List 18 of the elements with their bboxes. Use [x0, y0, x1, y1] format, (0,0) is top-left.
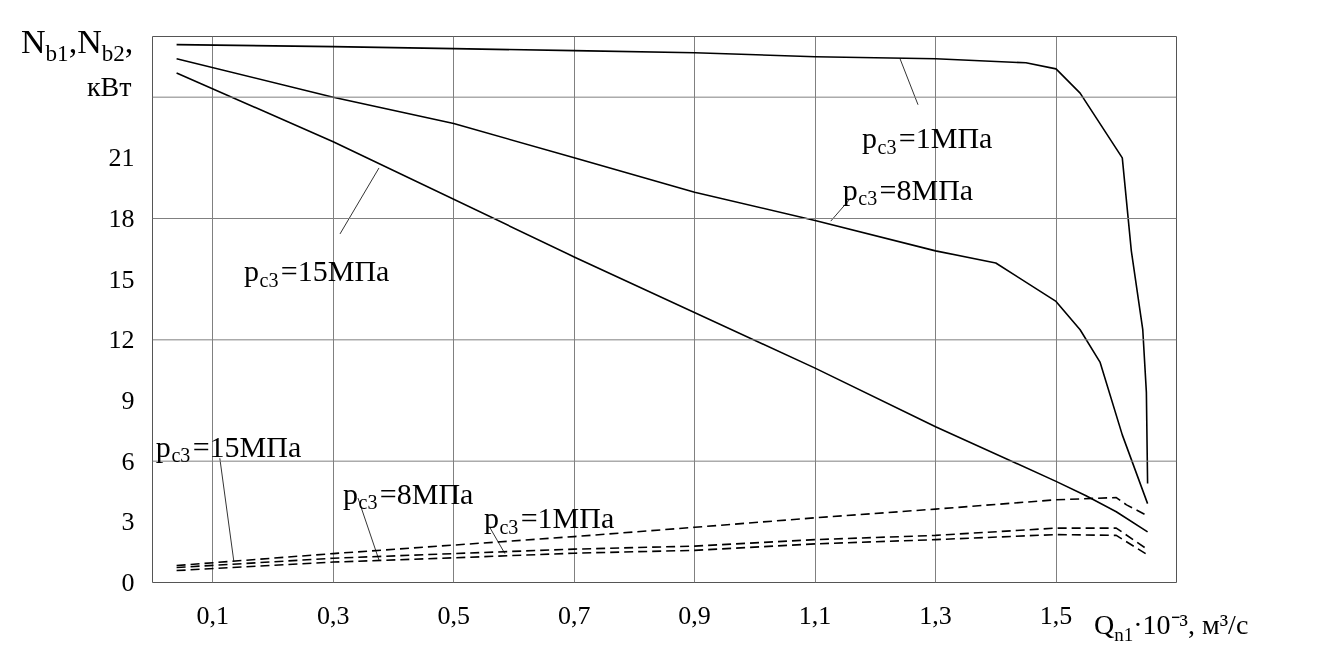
x-tick-label: 0,7: [557, 600, 591, 630]
x-tick-label: 1,5: [1039, 600, 1073, 630]
x-tick-label: 0,5: [437, 600, 470, 630]
x-tick-label: 0,1: [196, 600, 229, 630]
y-tick-label: 18: [108, 204, 135, 233]
x-tick-label: 1,1: [798, 600, 832, 630]
x-tick-label: 0,9: [678, 600, 711, 630]
y-axis-title: N$_{b1}$,N$_{b2}$, кВт: [21, 23, 134, 102]
y-tick-label: 15: [108, 264, 135, 294]
y-tick-label: 6: [121, 446, 135, 476]
x-axis-title: Q$_{n1}$·10⁻³, м³/с: [1094, 609, 1249, 645]
x-tick-label: 1,3: [919, 600, 952, 630]
x-tick-label: 0,3: [316, 600, 350, 630]
y-tick-label: 21: [108, 143, 135, 173]
y-tick-label: 9: [121, 386, 135, 415]
y-tick-label: 0: [121, 568, 135, 597]
y-tick-label: 3: [121, 507, 135, 537]
y-tick-label: 12: [108, 325, 135, 355]
